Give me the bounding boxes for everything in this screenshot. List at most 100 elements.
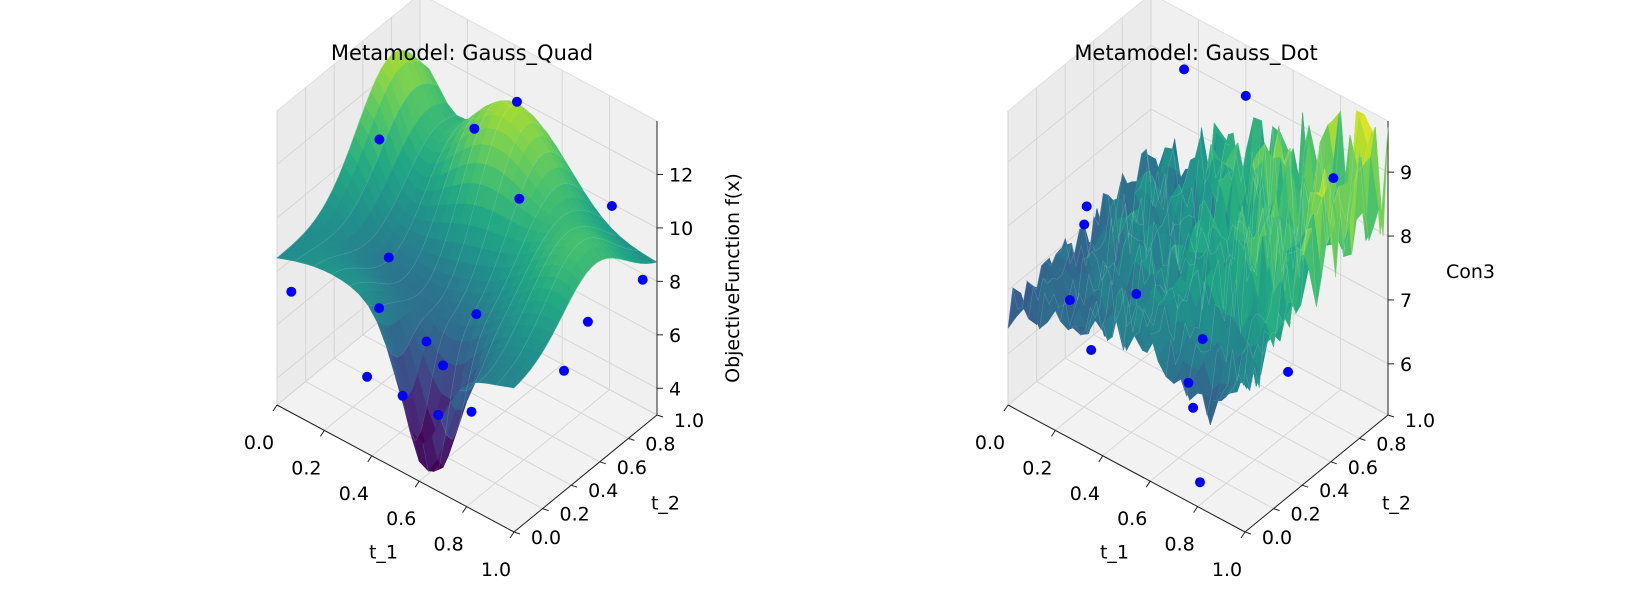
left-y-tick <box>656 414 664 418</box>
right-grid-line <box>1197 389 1341 507</box>
left-z-tick-label: 4 <box>669 378 681 400</box>
left-sample-point <box>397 390 408 401</box>
right-sample-point <box>1283 366 1294 377</box>
left-axis-lines <box>276 121 658 533</box>
left-subplot: 0.00.20.40.60.81.00.00.20.40.60.81.04681… <box>244 0 744 581</box>
left-y-tick-label: 0.4 <box>588 480 618 502</box>
left-sample-point <box>374 134 385 145</box>
left-x-tick <box>367 455 373 463</box>
left-x-tick <box>509 531 515 539</box>
right-y-tick-label: 1.0 <box>1405 410 1435 432</box>
right-grid-line <box>1007 108 1152 227</box>
right-grid-line <box>1064 357 1303 486</box>
left-y-tick <box>599 461 606 465</box>
right-y-axis-label: t_2 <box>1382 493 1411 515</box>
left-sample-points <box>286 96 648 420</box>
right-mesh-line <box>1023 154 1168 320</box>
right-grid-line <box>1036 381 1274 510</box>
right-x-tick <box>1193 506 1199 513</box>
left-mesh-line <box>331 118 475 275</box>
right-sample-point <box>1079 219 1090 230</box>
left-x-tick-label: 0.6 <box>386 508 416 530</box>
left-mesh-line <box>459 209 603 392</box>
left-sample-point <box>374 303 385 314</box>
right-y-tick-label: 0.0 <box>1262 527 1292 549</box>
right-y-tick-label: 0.4 <box>1319 480 1349 502</box>
left-y-tick <box>513 531 521 535</box>
right-sample-point <box>1179 64 1190 75</box>
right-z-tick-label: 7 <box>1400 290 1412 312</box>
left-z-axis-label: ObjectiveFunction f(x) <box>722 173 744 383</box>
right-x-tick-label: 0.6 <box>1117 508 1147 530</box>
left-y-tick <box>542 508 549 512</box>
right-y-tick <box>1387 414 1395 418</box>
right-sample-points <box>1064 64 1339 488</box>
left-grid-line <box>466 389 610 507</box>
left-sample-point <box>433 409 444 420</box>
right-mesh-line <box>1055 159 1199 327</box>
left-sample-point <box>606 201 617 211</box>
right-sample-point <box>1240 90 1251 101</box>
left-sample-point <box>469 123 480 134</box>
left-grid-line <box>419 47 658 175</box>
right-sample-point <box>1195 477 1205 488</box>
right-sample-point <box>1086 345 1097 355</box>
left-x-tick-label: 0.4 <box>339 483 369 505</box>
left-sample-point <box>471 309 482 320</box>
left-x-tick-label: 0.2 <box>291 457 321 479</box>
left-y-tick-label: 0.6 <box>617 457 647 479</box>
left-mesh-line <box>349 108 493 287</box>
left-y-tick-label: 0.0 <box>531 527 561 549</box>
left-sample-point <box>512 96 522 107</box>
left-z-tick-label: 10 <box>669 218 693 240</box>
right-y-tick-label: 0.6 <box>1348 457 1378 479</box>
left-z-tick-label: 8 <box>669 271 681 293</box>
right-y-tick <box>1273 508 1280 512</box>
right-mesh-line <box>1118 120 1262 351</box>
right-sample-point <box>1188 402 1199 413</box>
left-z-tick-label: 12 <box>669 165 693 187</box>
right-x-tick <box>1145 480 1151 488</box>
left-sample-point <box>383 252 394 263</box>
left-mesh-line <box>295 82 439 262</box>
left-x-tick-label: 1.0 <box>481 559 511 581</box>
right-x-tick-label: 0.2 <box>1022 457 1052 479</box>
left-mesh-line <box>386 104 530 358</box>
left-sample-point <box>286 286 297 297</box>
left-x-axis-label: t_1 <box>369 542 398 564</box>
right-mesh-line <box>1086 142 1231 335</box>
left-sample-point <box>582 316 593 327</box>
right-x-tick <box>1240 531 1246 539</box>
left-mesh-line <box>368 100 512 306</box>
right-y-axis-line <box>1244 414 1389 533</box>
left-y-axis-line <box>513 414 658 533</box>
right-mesh-line <box>1039 149 1183 329</box>
right-sample-point <box>1064 295 1075 306</box>
right-plot-title: Metamodel: Gauss_Dot <box>1074 41 1317 66</box>
left-sample-point <box>514 193 525 204</box>
right-y-tick-label: 0.2 <box>1290 504 1320 526</box>
right-x-tick <box>1003 404 1009 412</box>
right-surface <box>1007 110 1389 425</box>
left-x-tick <box>414 480 420 488</box>
left-y-tick <box>628 437 635 441</box>
left-surface-patch <box>504 380 521 389</box>
right-x-axis-line <box>1007 404 1246 533</box>
left-mesh-line <box>276 50 421 259</box>
right-mesh-line <box>1007 148 1152 329</box>
right-z-tick-label: 9 <box>1400 162 1412 184</box>
right-mesh-line <box>1165 125 1310 377</box>
right-mesh-line <box>1134 126 1278 336</box>
right-surface-patch <box>1236 368 1251 392</box>
right-x-tick-label: 0.4 <box>1070 483 1100 505</box>
right-y-tick <box>1244 531 1252 535</box>
right-x-tick-label: 0.8 <box>1164 534 1194 556</box>
left-mesh-line <box>513 257 658 389</box>
left-sample-point <box>466 406 477 417</box>
right-z-axis-label: Con3 <box>1446 261 1495 283</box>
left-z-tick-label: 6 <box>669 325 681 347</box>
left-surface-mesh <box>276 50 658 472</box>
left-sample-point <box>421 336 432 347</box>
left-mesh-line <box>422 151 567 472</box>
